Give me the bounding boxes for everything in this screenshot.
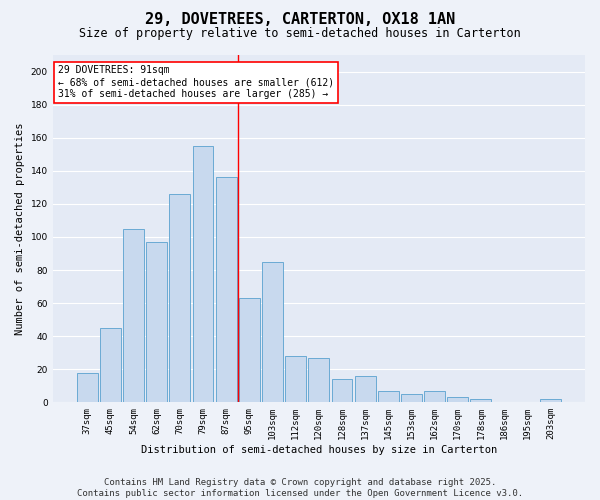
X-axis label: Distribution of semi-detached houses by size in Carterton: Distribution of semi-detached houses by … (141, 445, 497, 455)
Bar (216, 178, 236, 402)
Bar (77, 372, 98, 402)
Bar (123, 228, 144, 402)
Bar (448, 398, 468, 402)
Text: Size of property relative to semi-detached houses in Carterton: Size of property relative to semi-detach… (79, 28, 521, 40)
Bar (262, 262, 283, 402)
Bar (540, 399, 561, 402)
Bar (193, 146, 214, 403)
Text: Contains HM Land Registry data © Crown copyright and database right 2025.
Contai: Contains HM Land Registry data © Crown c… (77, 478, 523, 498)
Bar (146, 242, 167, 402)
Bar (401, 394, 422, 402)
Bar (285, 356, 306, 403)
Text: 29, DOVETREES, CARTERTON, OX18 1AN: 29, DOVETREES, CARTERTON, OX18 1AN (145, 12, 455, 28)
Bar (470, 399, 491, 402)
Bar (355, 376, 376, 402)
Bar (332, 379, 352, 402)
Text: 29 DOVETREES: 91sqm
← 68% of semi-detached houses are smaller (612)
31% of semi-: 29 DOVETREES: 91sqm ← 68% of semi-detach… (58, 66, 334, 98)
Bar (239, 298, 260, 403)
Bar (424, 391, 445, 402)
Y-axis label: Number of semi-detached properties: Number of semi-detached properties (15, 122, 25, 335)
Bar (100, 328, 121, 402)
Bar (169, 194, 190, 402)
Bar (378, 391, 399, 402)
Bar (308, 358, 329, 403)
